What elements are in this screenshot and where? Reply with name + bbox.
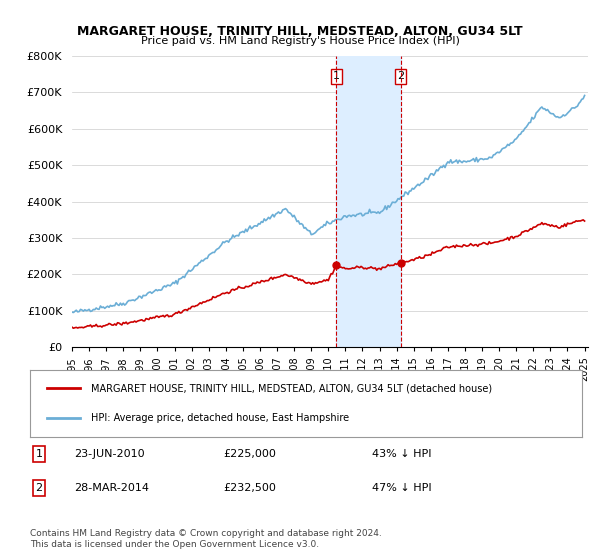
Text: MARGARET HOUSE, TRINITY HILL, MEDSTEAD, ALTON, GU34 5LT (detached house): MARGARET HOUSE, TRINITY HILL, MEDSTEAD, … (91, 384, 492, 394)
Text: 43% ↓ HPI: 43% ↓ HPI (372, 449, 432, 459)
Text: 28-MAR-2014: 28-MAR-2014 (74, 483, 149, 493)
Text: 1: 1 (333, 71, 340, 81)
Text: 23-JUN-2010: 23-JUN-2010 (74, 449, 145, 459)
Text: MARGARET HOUSE, TRINITY HILL, MEDSTEAD, ALTON, GU34 5LT: MARGARET HOUSE, TRINITY HILL, MEDSTEAD, … (77, 25, 523, 38)
Text: £232,500: £232,500 (223, 483, 276, 493)
Text: 47% ↓ HPI: 47% ↓ HPI (372, 483, 432, 493)
Text: HPI: Average price, detached house, East Hampshire: HPI: Average price, detached house, East… (91, 413, 349, 423)
Text: £225,000: £225,000 (223, 449, 276, 459)
Bar (337, 56, 401, 347)
Text: 1: 1 (35, 449, 43, 459)
Text: Contains HM Land Registry data © Crown copyright and database right 2024.
This d: Contains HM Land Registry data © Crown c… (30, 529, 382, 549)
Text: Price paid vs. HM Land Registry's House Price Index (HPI): Price paid vs. HM Land Registry's House … (140, 36, 460, 46)
Text: 2: 2 (397, 71, 404, 81)
Text: 2: 2 (35, 483, 43, 493)
